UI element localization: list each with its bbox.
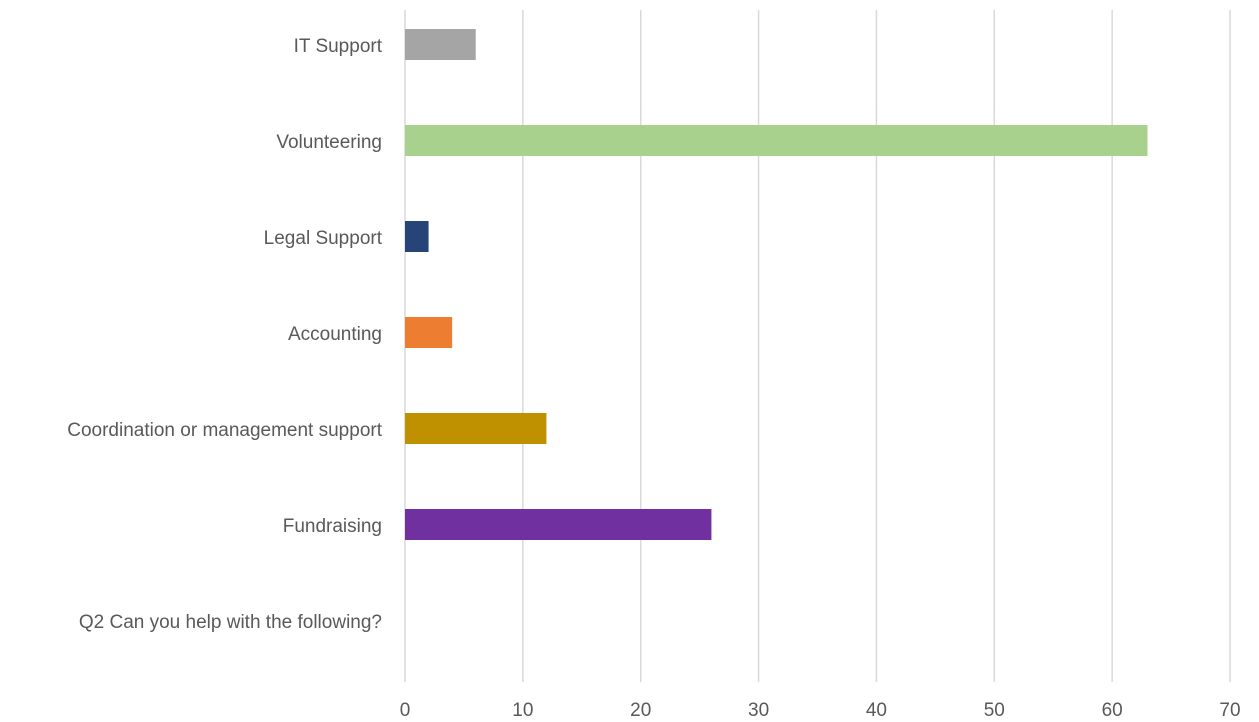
x-tick-label: 70 <box>1219 700 1240 721</box>
category-label: IT Support <box>294 36 383 57</box>
x-tick-label: 60 <box>1102 700 1123 721</box>
bar-it-support <box>405 29 476 60</box>
x-tick-label: 0 <box>400 700 411 721</box>
category-label: Fundraising <box>283 516 382 537</box>
gridlines <box>404 10 1231 682</box>
x-tick-label: 20 <box>630 700 651 721</box>
category-label: Legal Support <box>264 228 383 249</box>
bar-volunteering <box>405 125 1148 156</box>
bar-accounting <box>405 317 453 348</box>
x-tick-label: 50 <box>984 700 1005 721</box>
x-tick-label: 10 <box>512 700 533 721</box>
category-label: Accounting <box>288 324 382 345</box>
x-tick-label: 40 <box>866 700 887 721</box>
bar-fundraising <box>405 509 712 540</box>
category-label: Volunteering <box>276 132 382 153</box>
category-label: Coordination or management support <box>67 420 382 441</box>
category-labels: Q2 Can you help with the following? Fundr… <box>67 36 382 633</box>
bars <box>405 29 1148 540</box>
bar-coordination-or-management-support <box>405 413 547 444</box>
bar-legal-support <box>405 221 429 252</box>
x-tick-label: 30 <box>748 700 769 721</box>
x-axis-tick-labels: 0 10 20 30 40 50 60 70 <box>400 700 1241 721</box>
category-label: Q2 Can you help with the following? <box>79 612 382 633</box>
